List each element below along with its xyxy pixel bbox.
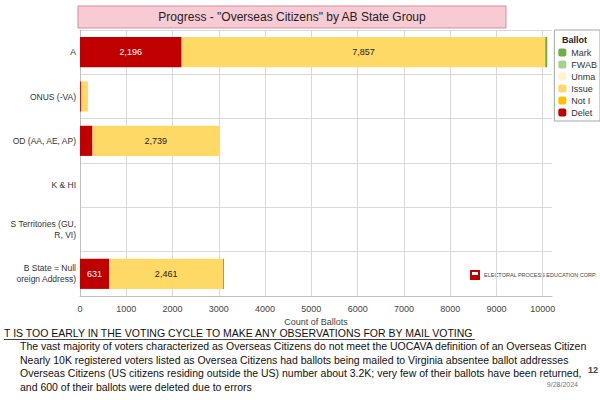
svg-text:9/28/2024: 9/28/2024 (547, 381, 578, 388)
svg-text:9000: 9000 (486, 304, 506, 314)
svg-text:Issue: Issue (571, 84, 593, 94)
svg-text:631: 631 (87, 269, 102, 279)
svg-text:A: A (70, 47, 76, 57)
svg-text:6000: 6000 (348, 304, 368, 314)
svg-text:10000: 10000 (530, 304, 555, 314)
svg-text:Nearly 10K registered voters l: Nearly 10K registered voters listed as O… (20, 354, 568, 366)
svg-text:and 600 of their ballots were: and 600 of their ballots were deleted du… (20, 381, 252, 393)
svg-text:T IS TOO EARLY IN THE VOTING C: T IS TOO EARLY IN THE VOTING CYCLE TO MA… (4, 327, 473, 339)
svg-text:2,739: 2,739 (145, 136, 168, 146)
svg-text:OD (AA, AE, AP): OD (AA, AE, AP) (13, 136, 76, 146)
svg-text:8000: 8000 (440, 304, 460, 314)
svg-text:2,461: 2,461 (155, 269, 178, 279)
svg-text:Delet: Delet (571, 108, 593, 118)
svg-text:3000: 3000 (209, 304, 229, 314)
svg-text:Overseas Citizens (US citizens: Overseas Citizens (US citizens residing … (20, 367, 581, 379)
svg-text:2,196: 2,196 (120, 47, 143, 57)
svg-text:The vast majority of voters ch: The vast majority of voters characterize… (20, 340, 586, 352)
svg-text:Count of Ballots: Count of Ballots (284, 317, 348, 327)
svg-text:B State = Null: B State = Null (24, 263, 76, 273)
svg-text:FWAB: FWAB (571, 60, 597, 70)
svg-text:0: 0 (77, 304, 82, 314)
svg-text:Not I: Not I (571, 96, 590, 106)
svg-text:7,857: 7,857 (352, 47, 375, 57)
svg-text:1000: 1000 (116, 304, 136, 314)
svg-text:12: 12 (588, 365, 598, 375)
svg-text:5000: 5000 (301, 304, 321, 314)
svg-text:ONUS (-VA): ONUS (-VA) (30, 92, 76, 102)
svg-text:4000: 4000 (255, 304, 275, 314)
svg-text:R, VI): R, VI) (54, 230, 76, 240)
svg-text:Progress - "Overseas Citizens": Progress - "Overseas Citizens" by AB Sta… (158, 10, 426, 24)
svg-text:oreign Address): oreign Address) (16, 274, 76, 284)
svg-text:K & HI: K & HI (51, 180, 76, 190)
svg-text:7000: 7000 (394, 304, 414, 314)
svg-text:Mark: Mark (571, 48, 591, 58)
svg-text:2000: 2000 (163, 304, 183, 314)
svg-text:S Territories (GU,: S Territories (GU, (11, 219, 77, 229)
svg-text:ELECTORAL PROCESS EDUCATION CO: ELECTORAL PROCESS EDUCATION CORP. (484, 272, 597, 278)
svg-text:Unma: Unma (571, 72, 595, 82)
